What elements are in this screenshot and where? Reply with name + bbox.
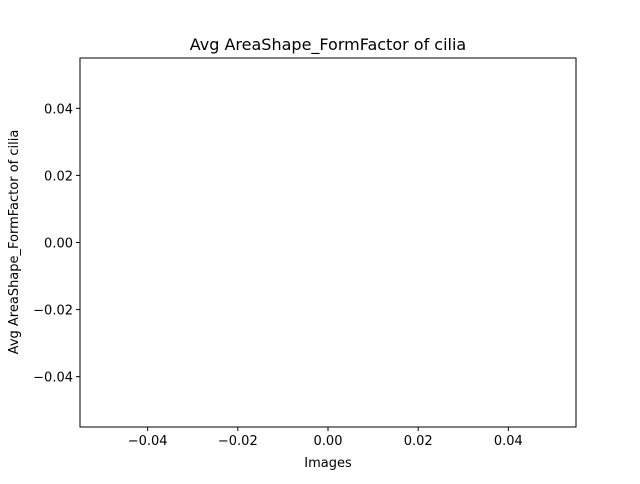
y-tick-label: 0.04 bbox=[44, 102, 73, 117]
x-axis-label: Images bbox=[304, 456, 352, 471]
x-tick-label: 0.04 bbox=[494, 434, 523, 449]
y-tick-label: −0.02 bbox=[33, 304, 73, 319]
y-tick-label: −0.04 bbox=[33, 371, 73, 386]
x-axis: −0.04 −0.02 0.00 0.02 0.04 bbox=[128, 427, 523, 449]
chart-title: Avg AreaShape_FormFactor of cilia bbox=[190, 35, 466, 55]
x-tick-label: 0.02 bbox=[404, 434, 433, 449]
y-tick-label: 0.02 bbox=[44, 169, 73, 184]
y-tick-label: 0.00 bbox=[44, 237, 73, 252]
x-tick-label: −0.04 bbox=[128, 434, 168, 449]
y-axis: −0.04 −0.02 0.00 0.02 0.04 bbox=[33, 102, 80, 386]
y-axis-label: Avg AreaShape_FormFactor of cilia bbox=[7, 130, 22, 355]
x-tick-label: −0.02 bbox=[218, 434, 258, 449]
x-tick-label: 0.00 bbox=[314, 434, 343, 449]
